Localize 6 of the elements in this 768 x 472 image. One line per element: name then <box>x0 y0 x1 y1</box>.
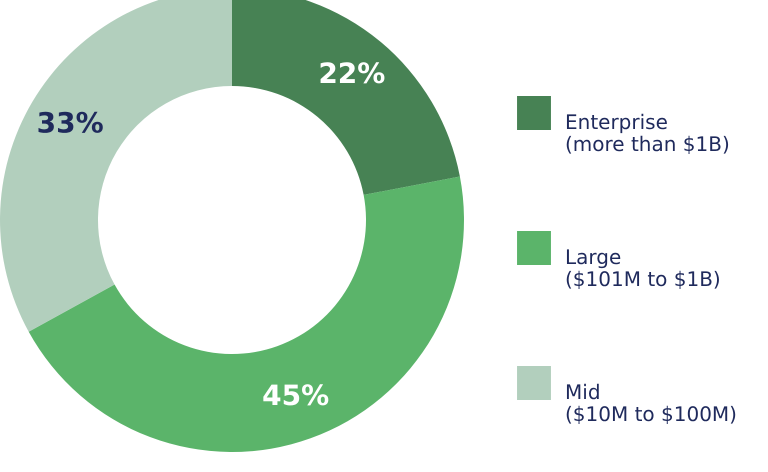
data-label: 33% <box>36 106 104 140</box>
data-label: 45% <box>262 378 330 412</box>
legend-label: Large ($101M to $1B) <box>565 245 721 291</box>
data-label: 22% <box>318 57 386 90</box>
legend-label: Mid ($10M to $100M) <box>565 380 737 426</box>
legend-label: Enterprise (more than $1B) <box>565 110 730 156</box>
